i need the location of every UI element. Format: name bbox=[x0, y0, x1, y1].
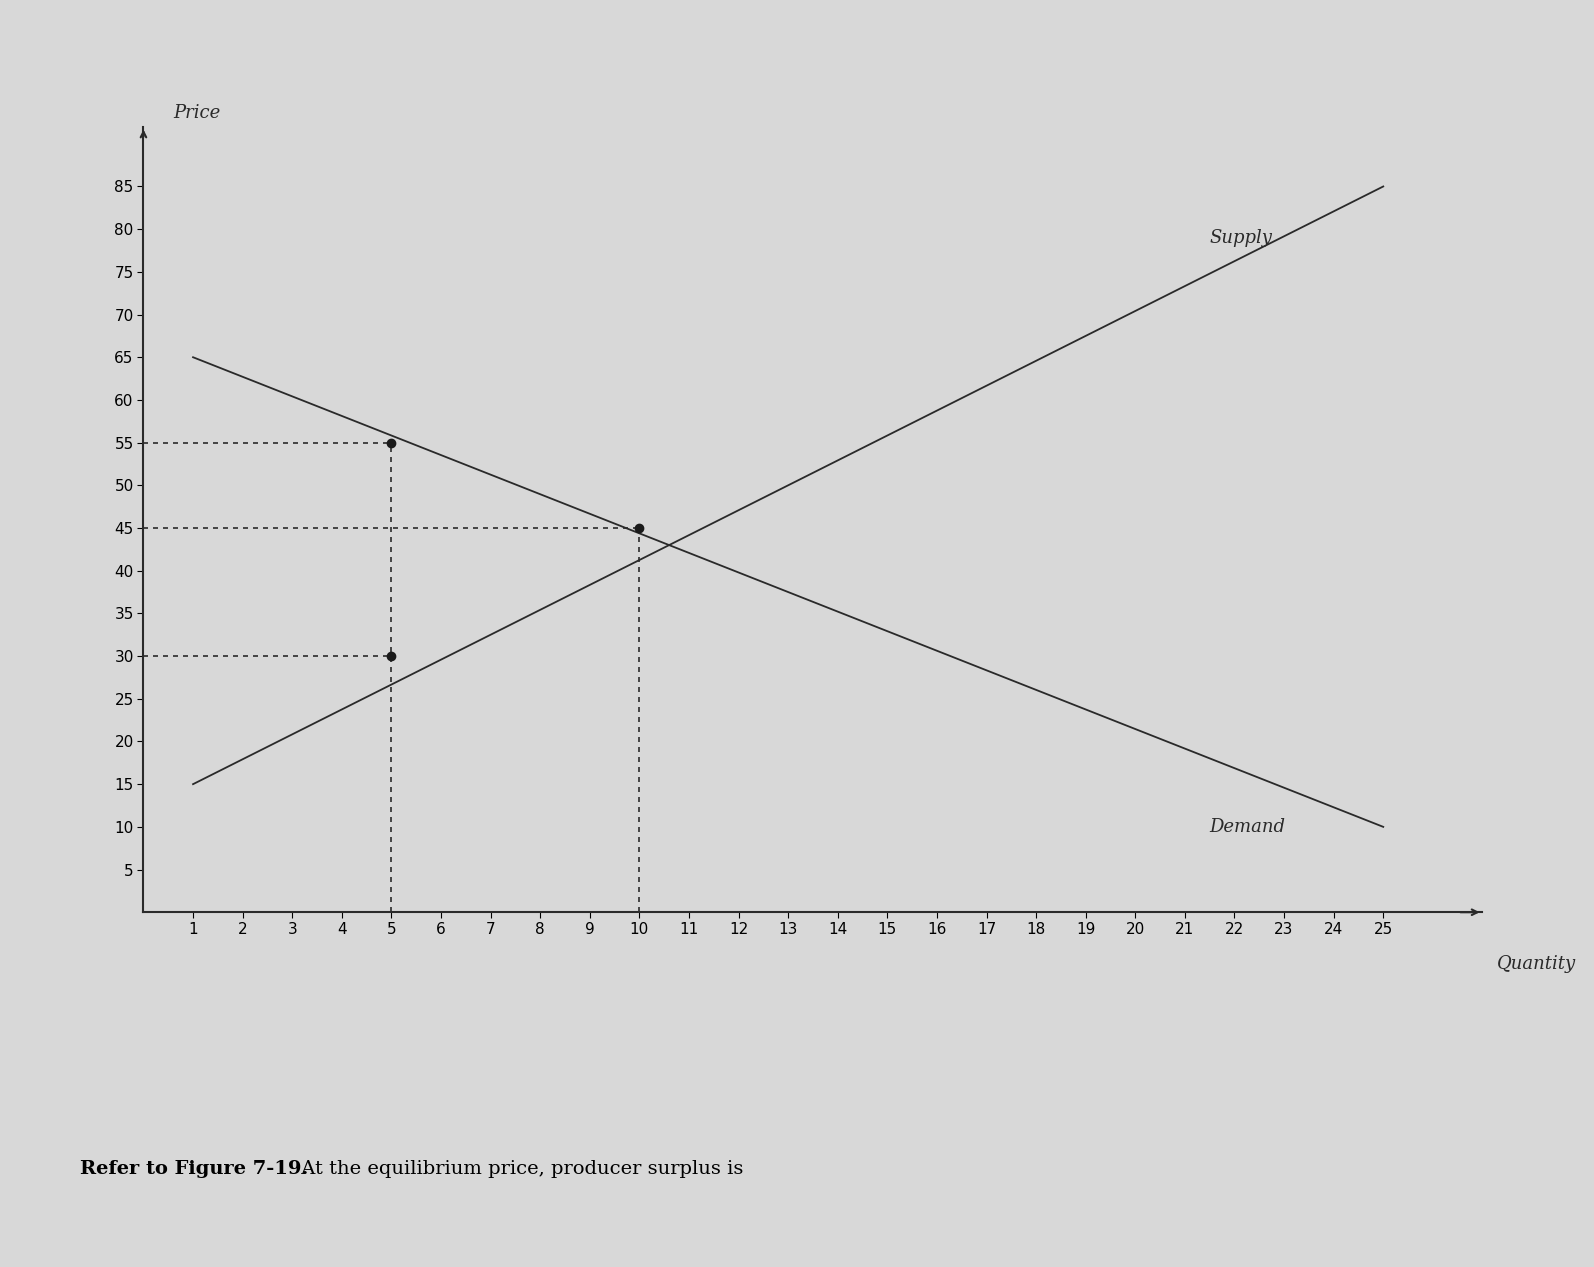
Text: Refer to Figure 7-19.: Refer to Figure 7-19. bbox=[80, 1161, 308, 1178]
Text: Supply: Supply bbox=[1210, 229, 1272, 247]
Text: Demand: Demand bbox=[1210, 818, 1286, 836]
Text: Quantity: Quantity bbox=[1497, 955, 1576, 973]
Text: At the equilibrium price, producer surplus is: At the equilibrium price, producer surpl… bbox=[295, 1161, 743, 1178]
Text: Price: Price bbox=[174, 104, 220, 123]
